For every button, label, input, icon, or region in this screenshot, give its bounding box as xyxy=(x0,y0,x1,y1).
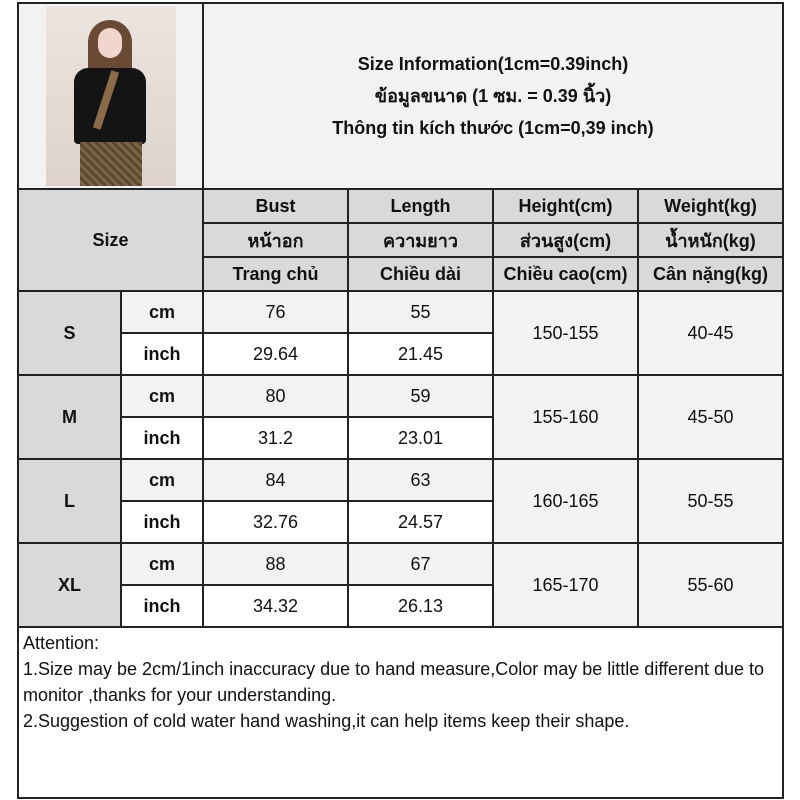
title-en: Size Information(1cm=0.39inch) xyxy=(357,54,629,74)
size-row-inch: inch 34.32 26.13 xyxy=(18,584,783,628)
size-row-inch: inch 32.76 24.57 xyxy=(18,500,783,544)
bust-cm: 76 xyxy=(202,290,349,334)
length-inch: 24.57 xyxy=(347,500,494,544)
title-vi: Thông tin kích thước (1cm=0,39 inch) xyxy=(332,118,654,138)
length-inch: 23.01 xyxy=(347,416,494,460)
length-inch: 21.45 xyxy=(347,332,494,376)
unit-inch: inch xyxy=(120,416,204,460)
weight-range: 40-45 xyxy=(637,290,784,376)
weight-range: 45-50 xyxy=(637,374,784,460)
bust-inch: 34.32 xyxy=(202,584,349,628)
col-length-en: Length xyxy=(347,188,494,224)
col-bust-th: หน้าอก xyxy=(202,222,349,258)
size-label: M xyxy=(17,374,122,460)
height-range: 150-155 xyxy=(492,290,639,376)
unit-cm: cm xyxy=(120,542,204,586)
bust-inch: 32.76 xyxy=(202,500,349,544)
col-height-en: Height(cm) xyxy=(492,188,639,224)
col-length-th: ความยาว xyxy=(347,222,494,258)
unit-cm: cm xyxy=(120,458,204,502)
attention-note-2: 2.Suggestion of cold water hand washing,… xyxy=(23,711,630,731)
height-range: 165-170 xyxy=(492,542,639,628)
col-bust-vi: Trang chủ xyxy=(202,256,349,292)
size-info-title: Size Information(1cm=0.39inch) ข้อมูลขนา… xyxy=(202,2,784,190)
height-range: 160-165 xyxy=(492,458,639,544)
length-cm: 55 xyxy=(347,290,494,334)
bust-inch: 31.2 xyxy=(202,416,349,460)
product-image-cell xyxy=(17,2,204,190)
size-header: Size xyxy=(17,188,204,292)
size-row-inch: inch 31.2 23.01 xyxy=(18,416,783,460)
length-inch: 26.13 xyxy=(347,584,494,628)
unit-inch: inch xyxy=(120,332,204,376)
col-weight-th: น้ำหนัก(kg) xyxy=(637,222,784,258)
unit-cm: cm xyxy=(120,374,204,418)
size-row-cm: XL cm 88 67 165-170 55-60 xyxy=(17,542,784,628)
attention-heading: Attention: xyxy=(23,633,100,653)
bust-cm: 80 xyxy=(202,374,349,418)
unit-inch: inch xyxy=(120,584,204,628)
length-cm: 63 xyxy=(347,458,494,502)
col-weight-en: Weight(kg) xyxy=(637,188,784,224)
weight-range: 55-60 xyxy=(637,542,784,628)
length-cm: 59 xyxy=(347,374,494,418)
length-cm: 67 xyxy=(347,542,494,586)
size-label: L xyxy=(17,458,122,544)
attention-notes: Attention: 1.Size may be 2cm/1inch inacc… xyxy=(17,626,784,799)
weight-range: 50-55 xyxy=(637,458,784,544)
size-label: XL xyxy=(17,542,122,628)
col-length-vi: Chiều dài xyxy=(347,256,494,292)
unit-inch: inch xyxy=(120,500,204,544)
size-row-inch: inch 29.64 21.45 xyxy=(18,332,783,376)
height-range: 155-160 xyxy=(492,374,639,460)
col-height-th: ส่วนสูง(cm) xyxy=(492,222,639,258)
size-label: S xyxy=(17,290,122,376)
col-height-vi: Chiều cao(cm) xyxy=(492,256,639,292)
col-weight-vi: Cân nặng(kg) xyxy=(637,256,784,292)
bust-cm: 84 xyxy=(202,458,349,502)
title-th: ข้อมูลขนาด (1 ซม. = 0.39 นิ้ว) xyxy=(374,86,612,106)
unit-cm: cm xyxy=(120,290,204,334)
bust-cm: 88 xyxy=(202,542,349,586)
col-bust-en: Bust xyxy=(202,188,349,224)
attention-note-1: 1.Size may be 2cm/1inch inaccuracy due t… xyxy=(23,659,765,705)
size-chart-table: Size Information(1cm=0.39inch) ข้อมูลขนา… xyxy=(17,2,784,799)
bust-inch: 29.64 xyxy=(202,332,349,376)
product-image xyxy=(45,6,176,186)
